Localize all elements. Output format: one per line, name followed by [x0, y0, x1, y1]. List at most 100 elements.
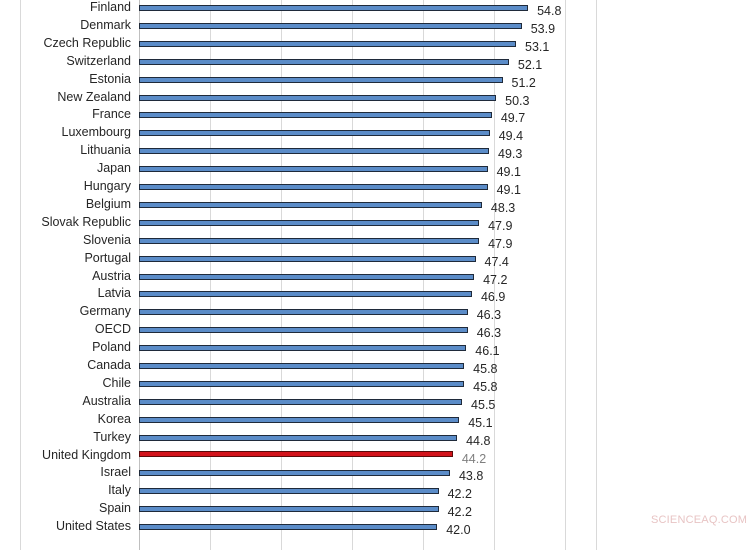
category-label: Latvia: [97, 286, 131, 301]
value-label: 42.2: [447, 505, 472, 520]
bar-row: Chile 45.8: [103, 375, 599, 394]
value-label: 43.8: [458, 469, 484, 484]
value-label: 48.3: [490, 200, 516, 215]
bar-row: Japan 49.1: [97, 160, 599, 179]
value-label: 45.5: [471, 397, 496, 412]
bar-highlighted: [139, 450, 453, 457]
bar: [139, 94, 497, 101]
value-label: 46.3: [476, 326, 502, 341]
bar: [139, 470, 450, 477]
bar-row: United States 42.0: [56, 518, 599, 538]
category-label: Canada: [87, 358, 131, 372]
bar: [139, 363, 465, 369]
gridline: [494, 0, 495, 550]
value-label: 51.2: [511, 75, 536, 90]
value-label: 47.9: [488, 236, 513, 251]
bar: [139, 40, 516, 47]
category-label: Spain: [99, 501, 131, 516]
bar: [139, 345, 467, 352]
value-label: 49.3: [498, 147, 523, 162]
bar-row: Korea 45.1: [98, 411, 599, 430]
bar: [139, 219, 480, 226]
bar: [139, 506, 439, 513]
bar: [139, 130, 490, 137]
category-label: United Kingdom: [42, 447, 131, 462]
bar-row: Czech Republic 53.1: [43, 35, 599, 54]
value-label: 46.9: [480, 290, 506, 305]
category-label: Belgium: [85, 196, 131, 211]
category-label: Slovak Republic: [41, 214, 131, 229]
bar: [139, 273, 475, 280]
value-label: 45.8: [473, 362, 498, 376]
value-label: 47.2: [483, 272, 508, 287]
bar-row: Turkey 44.8: [93, 429, 599, 448]
category-label: Austria: [92, 268, 131, 283]
category-label: Chile: [102, 375, 132, 390]
value-label: 54.8: [537, 4, 562, 18]
category-label: Italy: [108, 483, 131, 498]
bar-row: Belgium 48.3: [86, 196, 599, 215]
bar: [139, 524, 438, 531]
bar: [139, 398, 463, 405]
bar-row: Italy 42.2: [108, 482, 599, 502]
bar-row: Denmark 53.9: [80, 17, 599, 36]
category-label: Switzerland: [66, 53, 131, 68]
bar: [139, 327, 468, 334]
category-label: Turkey: [93, 429, 131, 444]
plot-area: Finland 54.8 Denmark 53.9 Czech Republic 53.1…: [41, 0, 599, 550]
value-label: 46.1: [475, 344, 500, 359]
bar: [139, 291, 472, 298]
bar-row: Estonia 51.2: [89, 71, 599, 90]
watermark: SCIENCEAQ.COM: [651, 514, 748, 526]
bar-row: Germany 46.3: [80, 303, 599, 322]
bar: [139, 309, 468, 316]
value-label: 42.0: [446, 523, 471, 538]
bar: [139, 237, 480, 244]
value-label: 49.1: [496, 183, 521, 197]
category-label: Hungary: [83, 179, 131, 193]
bar-row: Latvia 46.9: [98, 285, 599, 305]
bar: [139, 434, 458, 441]
value-label: 44.2: [461, 451, 487, 466]
category-label: Denmark: [80, 17, 131, 32]
category-label: OECD: [94, 322, 131, 337]
bar-row: Australia 45.5: [82, 393, 599, 412]
bar: [139, 5, 529, 11]
bar-row: Hungary 49.1: [84, 178, 599, 197]
value-label: 49.7: [500, 111, 526, 126]
bar-row: Slovenia 47.9: [83, 232, 599, 251]
bar-row: Austria 47.2: [92, 268, 599, 287]
bar-row: Poland 46.1: [92, 339, 599, 359]
category-label: Portugal: [84, 250, 131, 265]
category-label: Estonia: [89, 71, 131, 86]
value-label: 50.3: [505, 93, 530, 108]
bar: [139, 488, 439, 495]
category-label: Korea: [97, 411, 131, 426]
category-label: Finland: [90, 0, 131, 14]
bar-row: Portugal 47.4: [84, 250, 599, 269]
value-label: 47.4: [484, 254, 509, 269]
value-label: 42.2: [447, 487, 472, 502]
bar: [139, 166, 488, 173]
value-label: 52.1: [517, 57, 543, 72]
bar: [139, 255, 476, 262]
bar-row: Lithuania 49.3: [80, 142, 599, 162]
bar: [139, 184, 488, 190]
value-label: 45.1: [468, 415, 493, 430]
category-label: New Zealand: [57, 89, 131, 104]
category-label: United States: [55, 519, 131, 534]
bar-row: France 49.7: [92, 106, 599, 126]
bar-row: Spain 42.2: [99, 500, 599, 520]
gridline: [565, 0, 566, 550]
bar: [139, 76, 503, 83]
category-label: Japan: [96, 161, 131, 176]
value-label: 53.1: [525, 39, 550, 54]
category-label: Czech Republic: [43, 35, 131, 50]
value-label: 44.8: [466, 433, 491, 448]
bar-row: Luxembourg 49.4: [62, 124, 599, 143]
bar: [139, 22, 522, 29]
category-label: Australia: [82, 393, 131, 408]
value-label: 53.9: [530, 21, 556, 36]
bar: [139, 148, 490, 155]
bar-row: New Zealand 50.3: [57, 89, 599, 108]
